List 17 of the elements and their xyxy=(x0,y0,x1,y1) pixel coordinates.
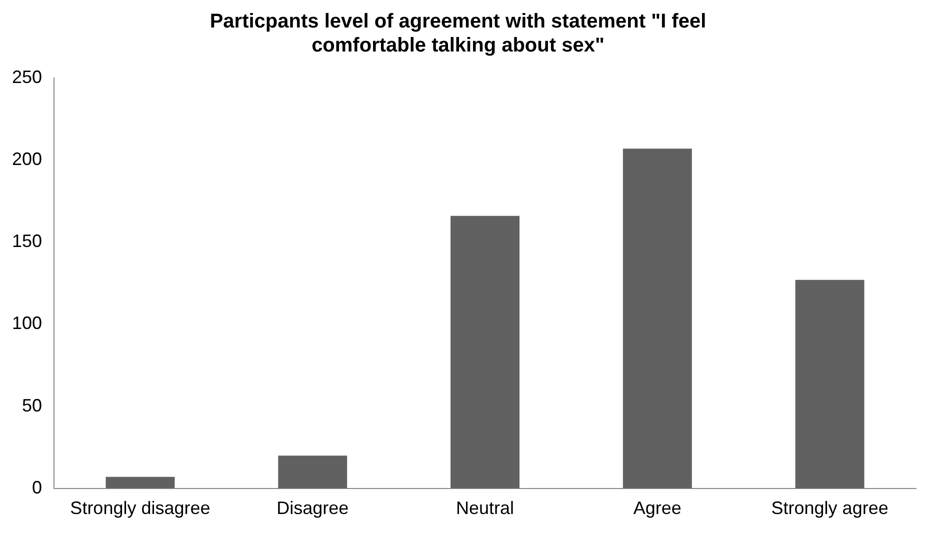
x-tick-label: Strongly agree xyxy=(771,498,888,518)
x-tick-label: Strongly disagree xyxy=(70,498,210,518)
bar xyxy=(622,148,692,488)
x-tick-label: Disagree xyxy=(276,498,349,518)
y-tick-label: 100 xyxy=(12,313,42,334)
bar xyxy=(795,280,864,488)
x-tick-label: Agree xyxy=(633,498,682,518)
bar xyxy=(106,476,175,488)
y-tick-label: 200 xyxy=(12,149,42,170)
bar xyxy=(278,456,348,488)
x-tick-label: Neutral xyxy=(456,498,514,518)
chart-title: Particpants level of agreement with statement "I feel comfortable talking about sex" xyxy=(210,10,706,57)
y-tick-label: 50 xyxy=(22,395,42,416)
y-tick-label: 150 xyxy=(12,231,42,252)
bar xyxy=(450,216,520,488)
y-tick-label: 0 xyxy=(32,477,42,498)
y-tick-label: 250 xyxy=(12,66,42,87)
